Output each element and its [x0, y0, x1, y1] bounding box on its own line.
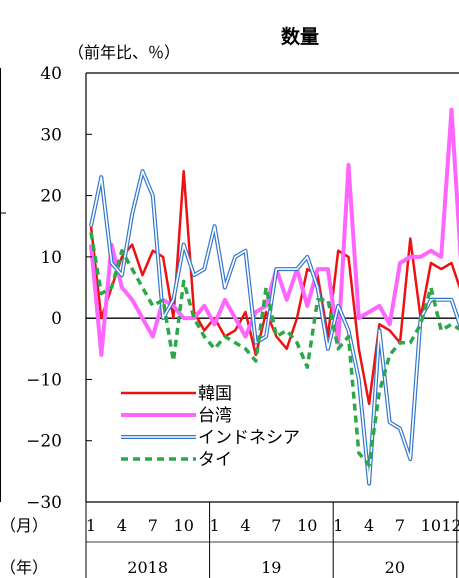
- legend-label: インドネシア: [198, 428, 300, 448]
- y-tick-label: 20: [40, 187, 62, 207]
- x-month-label: 10: [421, 516, 441, 535]
- x-month-label: 4: [364, 516, 374, 535]
- legend-label: 韓国: [198, 384, 232, 404]
- legend-label: 台湾: [198, 406, 232, 426]
- x-month-label: 4: [240, 516, 250, 535]
- x-month-label: 4: [117, 516, 127, 535]
- x-month-label: 7: [395, 516, 405, 535]
- year-row-label: （年）: [0, 558, 48, 577]
- x-month-label: 12: [441, 516, 459, 535]
- y-axis-label: （前年比、％）: [68, 43, 180, 62]
- x-month-label: 10: [297, 516, 317, 535]
- series-line: [89, 232, 459, 467]
- x-month-label: 7: [148, 516, 158, 535]
- y-tick-label: −30: [26, 493, 62, 513]
- chart-title: 数量: [281, 25, 319, 48]
- x-month-label: 1: [86, 516, 96, 535]
- x-year-label: 19: [261, 558, 281, 577]
- y-tick-label: 10: [40, 248, 62, 268]
- month-row-label: （月）: [0, 516, 48, 535]
- y-tick-label: −20: [26, 432, 62, 452]
- x-month-label: 1: [333, 516, 343, 535]
- x-month-label: 10: [174, 516, 194, 535]
- x-month-label: 7: [271, 516, 281, 535]
- y-tick-label: 0: [51, 309, 62, 329]
- x-year-label: 2018: [127, 558, 168, 577]
- series-line-inner: [90, 170, 459, 485]
- x-year-label: 20: [385, 558, 405, 577]
- y-tick-label: 40: [40, 64, 62, 84]
- x-month-label: 1: [210, 516, 220, 535]
- legend-label: タイ: [198, 450, 232, 470]
- y-tick-label: −10: [26, 370, 62, 390]
- series-layer: [89, 107, 459, 486]
- y-tick-label: 30: [40, 125, 62, 145]
